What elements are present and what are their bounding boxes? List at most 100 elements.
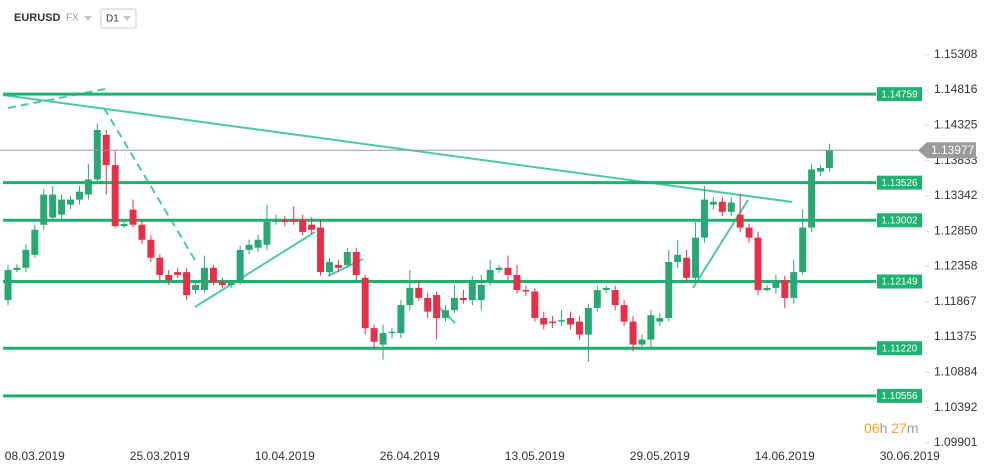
candle-body [781,280,789,298]
candle-body [334,264,342,268]
current-price-label: 1.13977 [931,143,975,157]
level-label-box [877,175,922,190]
candle-body [763,287,771,291]
candle-body [361,277,369,329]
y-tick-label: 1.09901 [934,435,978,449]
trend-line [194,231,316,308]
candle-body [522,290,530,292]
level-label-box [877,388,922,403]
candle-body [13,267,21,270]
y-tick-label: 1.14325 [934,117,978,131]
drawings [2,87,793,324]
candle-body [424,297,432,312]
candle-body [700,199,708,238]
timeframe: D1 [106,14,119,25]
candle-body [272,219,280,222]
y-tick-label: 1.11867 [934,294,977,308]
candle-body [817,168,825,172]
candle-body [281,219,289,222]
candle-body [647,315,655,340]
candle-body [727,202,735,212]
candle-body [75,191,83,200]
x-tick-label: 30.06.2019 [880,449,940,463]
level-label: 1.13002 [881,215,918,226]
candle-body [370,328,378,342]
trend-line [103,107,196,261]
market-dropdown-arrow[interactable] [84,16,92,21]
candle-body [209,267,217,283]
candle-body [156,257,164,275]
candle-body [692,237,700,278]
x-tick-label: 25.03.2019 [130,449,190,463]
candle-body [575,321,583,335]
candle-body [299,219,307,232]
candle-body [325,262,333,273]
candle-body [468,282,476,301]
y-tick-label: 1.12358 [934,259,978,273]
candle-body [602,287,610,291]
candle-body [683,257,691,278]
candle-body [58,199,66,215]
candle-body [415,287,423,298]
candle-body [67,199,75,205]
countdown-hours: 06 [864,420,880,436]
candle-body [772,280,780,288]
candle-body [147,239,155,258]
x-tick-label: 14.06.2019 [755,449,815,463]
candle-body [31,229,39,255]
candle-body [174,272,182,275]
level-label: 1.13526 [881,178,918,189]
candle-body [549,321,557,324]
level-label: 1.14759 [881,89,918,100]
candle-body [495,267,503,270]
countdown-hours-unit: h [880,420,888,436]
candle-body [584,308,592,335]
candle-body [620,305,628,322]
candle-body [808,169,816,228]
candle-body [254,239,262,248]
level-label-box [877,87,922,102]
candle-body [49,194,57,218]
candle-body [397,305,405,334]
candle-body [665,262,673,319]
candle-body [22,249,30,268]
market: FX [66,13,79,24]
candle-body [120,224,128,227]
level-label-box [877,274,922,289]
timeframe-dropdown-arrow [123,16,131,21]
timeframe-selector[interactable] [100,8,137,29]
y-tick-label: 1.14816 [934,82,978,96]
candle-body [129,209,137,225]
candle-body [477,285,485,301]
candle-body [656,318,664,322]
candle-body [567,318,575,325]
candle-body [343,252,351,265]
trend-line [2,94,793,203]
candle-body [183,272,191,296]
y-tick-label: 1.13342 [934,188,978,202]
candle-body [84,179,92,195]
candle-body [138,224,146,240]
level-label: 1.12149 [881,277,918,288]
candle-body [111,165,119,227]
candle-body [790,272,798,298]
countdown: 06h 27m [864,420,919,436]
candle-body [718,201,726,212]
candle-body [290,219,298,222]
y-tick-label: 1.12850 [934,223,978,237]
level-label-box [877,341,922,356]
candle-body [531,291,539,319]
candle-body [486,269,494,283]
candle-body [558,320,566,322]
candles [4,123,833,362]
candle-body [709,201,717,205]
y-tick-label: 1.10392 [934,400,978,414]
x-tick-label: 08.03.2019 [5,449,65,463]
level-label-box [877,213,922,228]
candle-body [638,339,646,345]
candle-body [200,267,208,291]
candle-body [745,227,753,238]
candle-body [825,150,833,168]
